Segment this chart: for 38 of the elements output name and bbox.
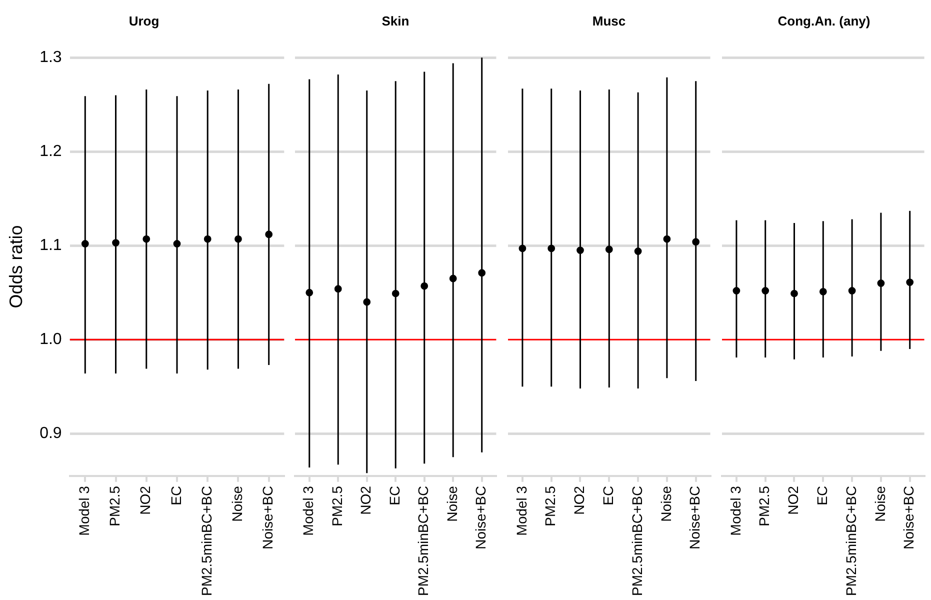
x-tick-label: EC [814, 486, 830, 506]
y-tick-label: 0.9 [40, 425, 62, 442]
x-tick-label: EC [600, 486, 616, 506]
x-tick-label: Model 3 [76, 486, 92, 536]
x-tick-label: Noise [872, 486, 888, 522]
x-tick-label: Model 3 [727, 486, 744, 536]
x-tick-label: Model 3 [513, 486, 530, 536]
y-tick-label: 1.0 [40, 331, 62, 348]
x-tick-label: Noise [229, 486, 246, 522]
x-tick-label: EC [386, 486, 402, 506]
x-tick-label: Noise+BC [260, 486, 276, 550]
x-tick-label: NO2 [785, 486, 802, 515]
x-tick-label: Noise+BC [472, 486, 489, 550]
chart-title: Skin [382, 13, 410, 28]
x-tick-label: NO2 [358, 486, 374, 515]
chart-title: Musc [592, 13, 626, 28]
x-tick-label: PM2.5 [106, 486, 123, 526]
x-tick-label: Model 3 [300, 486, 316, 536]
x-tick-label: PM2.5minBC+BC [415, 486, 432, 596]
x-tick-label: Noise [658, 486, 674, 522]
y-tick-label: 1.1 [40, 237, 62, 254]
x-tick-label: PM2.5 [542, 486, 558, 526]
x-tick-label: Noise+BC [686, 486, 703, 550]
x-tick-label: NO2 [571, 486, 588, 515]
x-tick-label: Noise+BC [900, 486, 917, 550]
x-tick-label: EC [168, 486, 184, 506]
y-axis-title: Odds ratio [6, 225, 26, 308]
x-tick-label: NO2 [137, 486, 154, 515]
chart-title: Cong.An. (any) [778, 13, 870, 28]
x-tick-label: PM2.5minBC+BC [842, 486, 859, 596]
y-tick-label: 1.3 [40, 49, 62, 66]
x-tick-label: PM2.5minBC+BC [198, 486, 214, 596]
x-tick-label: Noise [444, 486, 460, 522]
x-tick-label: PM2.5 [756, 486, 772, 526]
x-tick-label: PM2.5minBC+BC [628, 486, 645, 596]
chart-title: Urog [128, 13, 160, 28]
x-tick-label: PM2.5 [328, 486, 345, 526]
y-tick-label: 1.2 [40, 143, 62, 160]
